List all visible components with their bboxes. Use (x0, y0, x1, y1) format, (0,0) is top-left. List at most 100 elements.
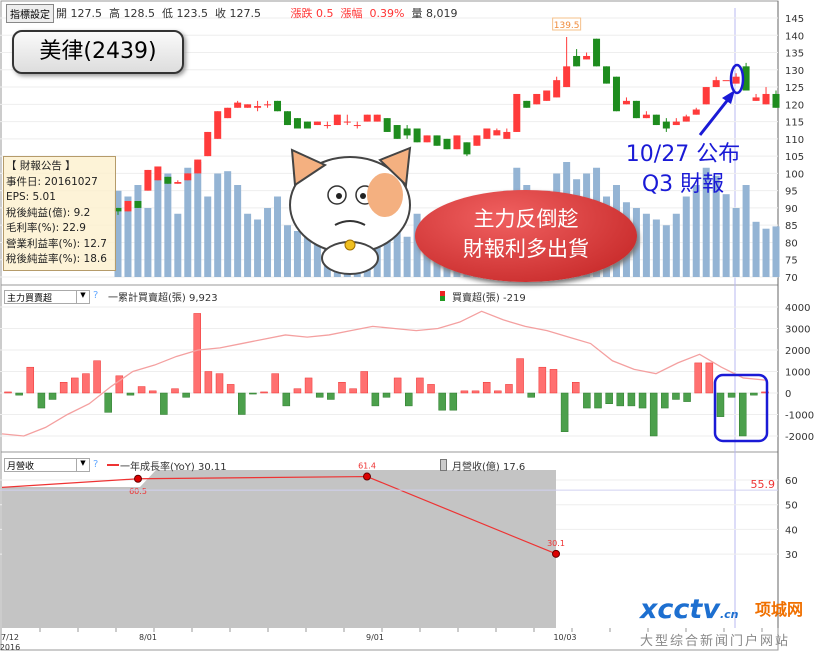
y-tick-label: 100 (785, 169, 804, 180)
net-buy-bar (549, 369, 558, 394)
net-buy-bar (572, 382, 580, 394)
net-buy-bar (160, 392, 168, 415)
volume-bar (642, 213, 650, 277)
volume-bar (264, 208, 272, 277)
candle-body (303, 121, 311, 129)
net-buy-bar (182, 392, 190, 398)
x-tick-label: 10/03 (553, 633, 576, 642)
net-buy-bar (594, 392, 602, 409)
net-buy-bar (315, 392, 324, 398)
cat-mouth-icon (334, 220, 366, 226)
help-icon[interactable]: ? (93, 459, 99, 470)
candle-body (393, 125, 401, 139)
y-tick-label: 135 (785, 49, 804, 60)
y-tick-label: 125 (785, 83, 804, 94)
volume-bar (393, 231, 401, 277)
net-buy-bar (505, 384, 513, 394)
yoy-point (363, 472, 371, 481)
net-buy-bar (282, 392, 291, 407)
volume-bar (114, 190, 122, 277)
net-buy-bar (738, 392, 747, 437)
candle-body (264, 104, 272, 106)
volume-bar (672, 213, 680, 277)
net-buy-bar (449, 392, 458, 411)
volume-bar (772, 226, 780, 277)
watermark-brand: 项城网 (755, 600, 804, 619)
net-buy-bar (683, 392, 691, 402)
volume-bar (204, 196, 212, 277)
candle-body (313, 121, 321, 126)
y-tick-label: 90 (785, 204, 798, 215)
net-buy-bar (672, 392, 680, 400)
watermark-logo: xcctv.cn (640, 594, 739, 625)
y-tick-label: 85 (785, 221, 798, 232)
candle-body (642, 114, 650, 119)
y-tick-label: 95 (785, 187, 798, 198)
volume-bar (632, 208, 640, 277)
yoy-point-label: 61.4 (358, 462, 376, 471)
help-icon[interactable]: ? (93, 290, 99, 301)
indicator-select-revenue[interactable]: 月營收 ▼ (4, 458, 90, 472)
candle-body (513, 93, 521, 132)
x-tick-label: 9/01 (366, 633, 384, 642)
y-tick-label: 4000 (785, 303, 810, 314)
candle-body (712, 80, 720, 88)
y-tick-label: 130 (785, 66, 804, 77)
candle-body (553, 80, 561, 98)
net-buy-bar (438, 392, 446, 411)
volume-bar (403, 236, 411, 277)
max-price-label: 139.5 (554, 21, 580, 31)
yoy-line (1, 475, 557, 555)
net-buy-bar (416, 377, 424, 394)
volume-bar (224, 171, 232, 277)
candle-body (383, 118, 391, 132)
indicator-select-mainforce[interactable]: 主力買賣超 ▼ (4, 290, 90, 304)
net-buy-bar (59, 382, 68, 394)
candle-body (274, 100, 282, 112)
earnings-annotation: 10/27 公布 Q3 財報 (625, 142, 741, 197)
cumulative-line (1, 310, 766, 437)
net-buy-bar (560, 392, 569, 432)
net-buy-bar (238, 392, 246, 415)
candle-body (254, 106, 262, 108)
candle-body (463, 142, 471, 155)
candle-body (413, 128, 421, 143)
cat-patch-icon (367, 173, 403, 217)
volume-bar (682, 196, 690, 277)
candle-body (503, 131, 511, 139)
net-buy-bar (727, 392, 736, 398)
candle-body (363, 114, 371, 122)
y-tick-label: 30 (785, 550, 798, 561)
candle-body (583, 55, 591, 60)
cat-ear-icon (378, 146, 412, 188)
volume-bar (154, 179, 162, 277)
volume-bar (184, 167, 192, 277)
net-buy-bar (26, 366, 35, 394)
net-buy-bar (382, 392, 391, 398)
volume-bar (662, 225, 670, 277)
candle-body (682, 116, 690, 122)
net-buy-bar (148, 390, 157, 394)
candle-body (453, 135, 461, 150)
volume-bar (742, 185, 750, 277)
candle-body (563, 66, 571, 88)
candle-body (214, 111, 222, 139)
legend-swatch-net (440, 291, 445, 301)
candle-body (722, 80, 730, 82)
y-tick-label: 145 (785, 14, 804, 25)
net-buy-bar (583, 392, 591, 409)
net-buy-bar (516, 358, 524, 394)
candle-body (622, 100, 630, 105)
net-buy-bar (226, 384, 235, 394)
volume-bar (293, 231, 301, 277)
x-tick-label: 7/12 (1, 633, 19, 642)
net-buy-bar (527, 392, 535, 398)
net-buy-bar (460, 390, 469, 394)
net-buy-bar (349, 388, 357, 394)
indicator-settings-button[interactable]: 指標設定 (6, 4, 54, 23)
candle-body (662, 121, 670, 129)
y-tick-label: -2000 (785, 432, 814, 443)
current-value-label: 55.9 (751, 478, 776, 491)
